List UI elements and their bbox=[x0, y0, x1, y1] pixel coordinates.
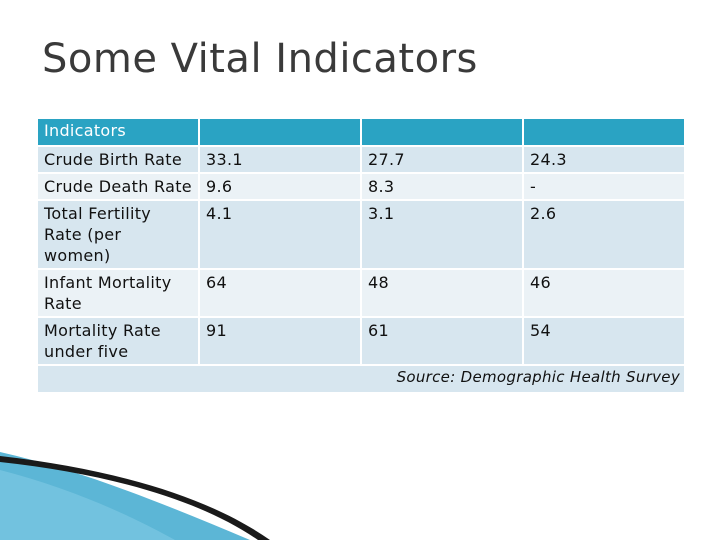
indicator-cell: Mortality Rate under five bbox=[36, 316, 200, 366]
table-row: Crude Death Rate 9.6 8.3 - bbox=[36, 172, 686, 201]
value-cell: 33.1 bbox=[198, 145, 362, 174]
indicator-cell: Total Fertility Rate (per women) bbox=[36, 199, 200, 270]
value-cell: 64 bbox=[198, 268, 362, 318]
table-row: Mortality Rate under five 91 61 54 bbox=[36, 316, 686, 366]
table-footer-row: Source: Demographic Health Survey bbox=[36, 364, 686, 394]
indicator-cell: Infant Mortality Rate bbox=[36, 268, 200, 318]
indicator-cell: Crude Birth Rate bbox=[36, 145, 200, 174]
table-row: Crude Birth Rate 33.1 27.7 24.3 bbox=[36, 145, 686, 174]
table-header-row: Indicators bbox=[36, 117, 686, 147]
value-cell: 46 bbox=[522, 268, 686, 318]
value-cell: 2.6 bbox=[522, 199, 686, 270]
header-cell: Indicators bbox=[36, 117, 200, 147]
value-cell: 8.3 bbox=[360, 172, 524, 201]
decorative-swoosh bbox=[0, 452, 270, 540]
swoosh-light-wedge bbox=[0, 470, 175, 540]
value-cell: 4.1 bbox=[198, 199, 362, 270]
table-row: Infant Mortality Rate 64 48 46 bbox=[36, 268, 686, 318]
table-row: Total Fertility Rate (per women) 4.1 3.1… bbox=[36, 199, 686, 270]
value-cell: 27.7 bbox=[360, 145, 524, 174]
value-cell: - bbox=[522, 172, 686, 201]
value-cell: 9.6 bbox=[198, 172, 362, 201]
header-cell bbox=[360, 117, 524, 147]
header-cell bbox=[198, 117, 362, 147]
value-cell: 48 bbox=[360, 268, 524, 318]
value-cell: 24.3 bbox=[522, 145, 686, 174]
indicator-cell: Crude Death Rate bbox=[36, 172, 200, 201]
source-note: Source: Demographic Health Survey bbox=[36, 364, 686, 394]
value-cell: 54 bbox=[522, 316, 686, 366]
value-cell: 61 bbox=[360, 316, 524, 366]
header-cell bbox=[522, 117, 686, 147]
swoosh-dark-line bbox=[0, 456, 270, 540]
value-cell: 91 bbox=[198, 316, 362, 366]
vital-indicators-table: Indicators Crude Birth Rate 33.1 27.7 24… bbox=[36, 117, 686, 394]
slide-title: Some Vital Indicators bbox=[42, 36, 478, 82]
value-cell: 3.1 bbox=[360, 199, 524, 270]
